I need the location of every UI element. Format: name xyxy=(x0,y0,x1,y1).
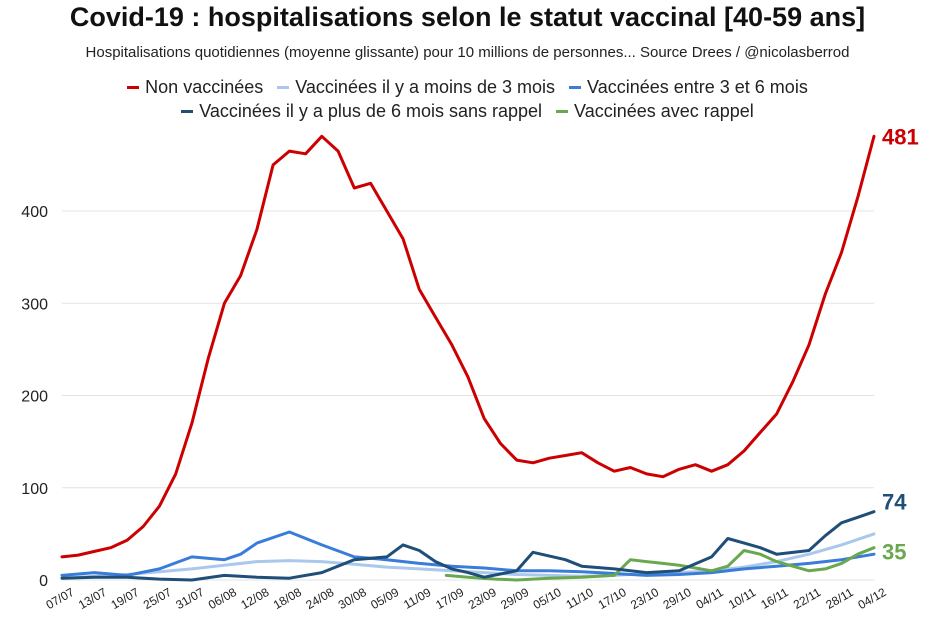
legend-item-vaccinees-moins-3-mois: Vaccinées il y a moins de 3 mois xyxy=(277,77,555,98)
legend-row-2: Vaccinées il y a plus de 6 mois sans rap… xyxy=(0,101,935,122)
legend-label: Vaccinées entre 3 et 6 mois xyxy=(587,77,808,97)
x-tick-label: 04/11 xyxy=(693,585,726,612)
x-tick-label: 12/08 xyxy=(238,585,271,612)
x-tick-label: 29/10 xyxy=(661,585,694,612)
chart-title: Covid-19 : hospitalisations selon le sta… xyxy=(69,2,866,32)
legend-swatch xyxy=(181,110,194,113)
series-end-label: 35 xyxy=(882,540,906,565)
x-tick-label: 07/07 xyxy=(43,585,76,612)
x-tick-label: 18/08 xyxy=(271,585,304,612)
x-tick-label: 17/10 xyxy=(596,585,629,612)
x-tick-label: 11/09 xyxy=(401,585,434,612)
y-tick-label: 200 xyxy=(21,389,48,406)
legend-swatch xyxy=(127,86,140,89)
series-line-3 xyxy=(60,510,876,582)
chart-subtitle: Hospitalisations quotidiennes (moyenne g… xyxy=(85,44,850,61)
legend-label: Vaccinées avec rappel xyxy=(574,101,754,121)
x-tick-label: 10/11 xyxy=(726,585,759,612)
series-line-0 xyxy=(60,134,876,559)
legend-row-1: Non vaccinées Vaccinées il y a moins de … xyxy=(0,77,935,98)
x-tick-label: 04/12 xyxy=(855,585,888,612)
legend-label: Vaccinées il y a plus de 6 mois sans rap… xyxy=(199,101,543,121)
x-tick-label: 23/09 xyxy=(466,585,499,612)
x-tick-label: 23/10 xyxy=(628,585,661,612)
y-tick-label: 300 xyxy=(21,296,48,313)
x-tick-label: 13/07 xyxy=(76,585,109,612)
legend-swatch xyxy=(569,86,582,89)
x-tick-label: 05/09 xyxy=(368,585,401,612)
x-tick-label: 25/07 xyxy=(141,585,174,612)
legend-item-non-vaccinees: Non vaccinées xyxy=(127,77,263,98)
x-tick-label: 16/11 xyxy=(758,585,791,612)
series-line-2 xyxy=(60,530,876,577)
y-tick-label: 0 xyxy=(39,573,48,590)
legend-item-vaccinees-plus-6-mois: Vaccinées il y a plus de 6 mois sans rap… xyxy=(181,101,542,122)
x-tick-label: 05/10 xyxy=(531,585,564,612)
legend-swatch xyxy=(277,86,290,89)
legend-item-vaccinees-3-6-mois: Vaccinées entre 3 et 6 mois xyxy=(569,77,808,98)
legend-item-vaccinees-rappel: Vaccinées avec rappel xyxy=(556,101,754,122)
series-end-label: 74 xyxy=(882,490,907,515)
x-tick-label: 22/11 xyxy=(791,585,824,612)
x-tick-label: 24/08 xyxy=(303,585,336,612)
x-tick-label: 17/09 xyxy=(433,585,466,612)
y-tick-label: 400 xyxy=(21,204,48,221)
x-tick-label: 29/09 xyxy=(498,585,531,612)
series-end-label: 481 xyxy=(882,124,919,149)
y-tick-label: 100 xyxy=(21,481,48,498)
legend-label: Non vaccinées xyxy=(145,77,264,97)
x-tick-label: 11/10 xyxy=(564,585,597,612)
x-tick-label: 31/07 xyxy=(173,585,206,612)
legend-swatch xyxy=(556,110,569,113)
series-line-4 xyxy=(444,546,876,582)
x-tick-label: 06/08 xyxy=(206,585,239,612)
x-tick-label: 28/11 xyxy=(823,585,856,612)
x-tick-label: 19/07 xyxy=(108,585,141,612)
legend-label: Vaccinées il y a moins de 3 mois xyxy=(295,77,556,97)
x-tick-label: 30/08 xyxy=(336,585,369,612)
